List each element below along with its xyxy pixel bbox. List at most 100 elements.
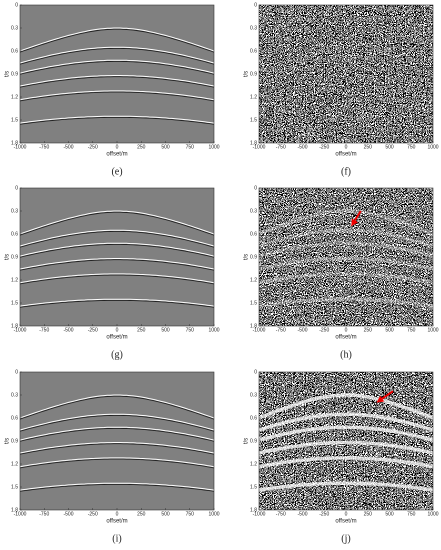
background: [20, 188, 214, 326]
caption: (f): [341, 166, 351, 177]
arrow: [381, 390, 394, 400]
x-tick-label: 250: [137, 327, 146, 333]
caption: (i): [112, 533, 121, 544]
y-tick-label: 0.9: [11, 438, 18, 444]
x-tick-label: 1000: [208, 327, 219, 333]
event-shadow: [20, 414, 214, 432]
x-tick-label: -1000: [253, 511, 266, 517]
event: [259, 393, 433, 420]
y-tick-label: 0.6: [11, 48, 18, 54]
event: [20, 75, 214, 87]
event: [259, 241, 433, 258]
x-tick-label: 750: [186, 327, 195, 333]
y-tick-label: 1.2: [11, 277, 18, 283]
x-tick-label: -500: [297, 511, 307, 517]
y-tick-label: 0.6: [250, 415, 257, 421]
y-tick-label: 0.6: [11, 231, 18, 237]
y-tick-label: 0.9: [250, 438, 257, 444]
y-tick-label: 0: [15, 185, 18, 191]
x-tick-label: -250: [319, 327, 329, 333]
x-tick-label: 0: [345, 144, 348, 150]
event-shadow: [20, 259, 214, 271]
x-tick-label: 0: [116, 144, 119, 150]
y-axis-label: t/s: [5, 438, 11, 444]
y-tick-label: 1.8: [11, 323, 18, 329]
x-tick-label: -750: [276, 511, 286, 517]
event: [259, 228, 433, 248]
plot-area: [20, 188, 214, 326]
event-shadow: [20, 47, 214, 65]
background: [20, 372, 214, 510]
y-tick-label: 0.6: [250, 48, 257, 54]
event: [259, 412, 433, 432]
x-tick-label: 500: [161, 511, 170, 517]
y-tick-label: 1.5: [11, 300, 18, 306]
y-tick-label: 0: [254, 185, 257, 191]
event: [20, 210, 214, 235]
x-tick-label: -1000: [253, 327, 266, 333]
x-tick-label: -500: [297, 144, 307, 150]
y-tick-label: 0.3: [11, 208, 18, 214]
y-axis-label: t/s: [244, 254, 250, 260]
plot-area: [259, 5, 433, 143]
y-tick-label: 1.5: [11, 117, 18, 123]
x-axis-label: offset/m: [106, 152, 127, 158]
y-tick-label: 0.3: [11, 25, 18, 31]
x-tick-label: 1000: [208, 511, 219, 517]
y-axis-label: t/s: [244, 71, 250, 77]
event: [259, 209, 433, 236]
x-tick-label: -500: [63, 511, 73, 517]
x-tick-label: 250: [364, 511, 373, 517]
y-tick-label: 0: [254, 2, 257, 8]
arrow: [354, 210, 362, 221]
event-shadow: [20, 458, 214, 469]
event: [20, 242, 214, 257]
x-axis-label: offset/m: [335, 519, 356, 525]
event-shadow: [20, 483, 214, 492]
x-tick-label: 250: [137, 511, 146, 517]
event: [259, 256, 433, 271]
x-tick-label: 250: [364, 144, 373, 150]
x-tick-label: 0: [116, 511, 119, 517]
y-tick-label: 1.8: [11, 140, 18, 146]
x-tick-label: -500: [63, 327, 73, 333]
x-tick-label: 500: [385, 144, 394, 150]
event: [20, 442, 214, 454]
x-tick-label: -750: [39, 144, 49, 150]
event-shadow: [20, 91, 214, 102]
event: [20, 258, 214, 270]
x-tick-label: 0: [345, 511, 348, 517]
x-axis-label: offset/m: [106, 519, 127, 525]
event: [20, 413, 214, 431]
x-tick-label: 1000: [427, 144, 438, 150]
y-tick-label: 1.2: [11, 94, 18, 100]
event-shadow: [20, 243, 214, 258]
y-tick-label: 0.9: [11, 254, 18, 260]
x-tick-label: 500: [385, 327, 394, 333]
event: [20, 229, 214, 247]
x-tick-label: -750: [39, 511, 49, 517]
x-tick-label: 750: [407, 144, 416, 150]
event: [20, 426, 214, 441]
event: [20, 273, 214, 284]
x-tick-label: -1000: [14, 327, 27, 333]
event: [20, 482, 214, 491]
event: [259, 272, 433, 285]
x-tick-label: 250: [137, 144, 146, 150]
event: [259, 425, 433, 442]
event-shadow: [20, 395, 214, 420]
x-tick-label: 250: [364, 327, 373, 333]
background: [20, 5, 214, 143]
event-shadow: [20, 211, 214, 236]
event-shadow: [20, 230, 214, 248]
x-tick-label: 0: [345, 327, 348, 333]
x-axis-label: offset/m: [335, 152, 356, 158]
y-tick-label: 1.5: [250, 300, 257, 306]
panel: -1000 -750 -500 -250 0 250 500 750 1000 0 0.3 0.6 0.…: [5, 2, 220, 177]
plot-area: [20, 372, 214, 510]
y-axis-label: t/s: [5, 254, 11, 260]
y-tick-label: 1.2: [250, 277, 257, 283]
event: [259, 456, 433, 469]
x-tick-label: 750: [186, 144, 195, 150]
